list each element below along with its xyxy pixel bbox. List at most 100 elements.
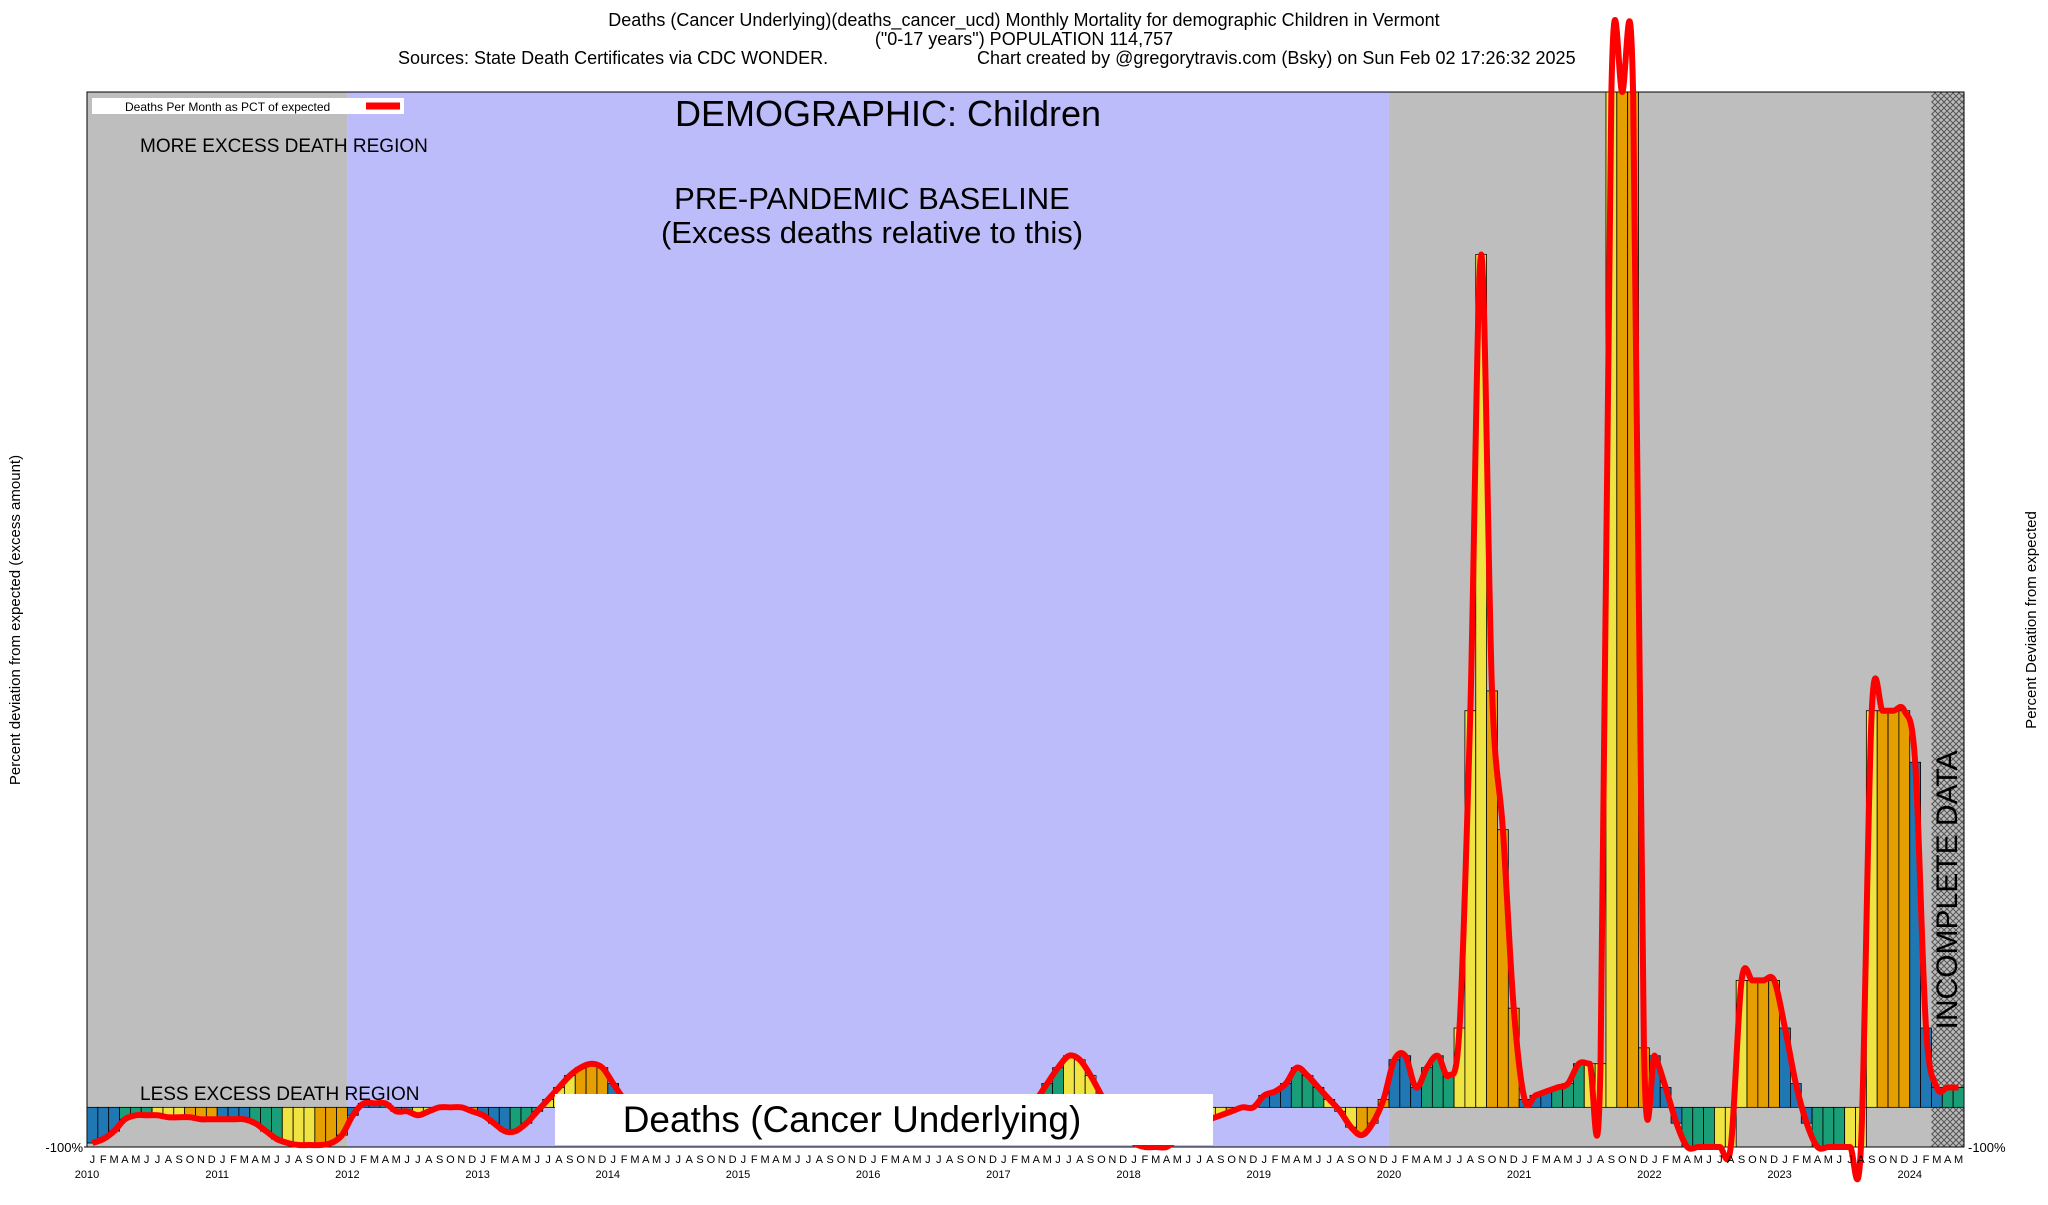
x-tick-label: D <box>989 1154 997 1166</box>
x-tick-label: A <box>1163 1154 1171 1166</box>
x-tick-label: M <box>1542 1154 1551 1166</box>
x-tick-label: A <box>1857 1154 1865 1166</box>
x-tick-label: J <box>1185 1154 1191 1166</box>
x-tick-label: O <box>707 1154 716 1166</box>
x-tick-label: J <box>1457 1154 1463 1166</box>
x-tick-label: J <box>1706 1154 1712 1166</box>
x-tick-label: J <box>925 1154 931 1166</box>
x-tick-label: D <box>859 1154 867 1166</box>
x-tick-label: M <box>392 1154 401 1166</box>
x-tick-label: M <box>891 1154 900 1166</box>
x-tick-label: J <box>1001 1154 1007 1166</box>
x-tick-label: M <box>1802 1154 1811 1166</box>
x-tick-label: S <box>1478 1154 1485 1166</box>
x-tick-label: O <box>1358 1154 1367 1166</box>
x-tick-label: J <box>610 1154 616 1166</box>
x-tick-label: S <box>1738 1154 1745 1166</box>
x-tick-label: M <box>522 1154 531 1166</box>
x-tick-label: M <box>1824 1154 1833 1166</box>
baseline-label: PRE-PANDEMIC BASELINE <box>674 181 1070 216</box>
x-tick-label: M <box>1173 1154 1182 1166</box>
x-tick-label: O <box>316 1154 325 1166</box>
x-tick-label: S <box>436 1154 443 1166</box>
x-tick-label: D <box>1119 1154 1127 1166</box>
x-tick-label: A <box>1206 1154 1214 1166</box>
x-tick-label: M <box>261 1154 270 1166</box>
year-label: 2019 <box>1247 1169 1271 1181</box>
x-tick-label: S <box>696 1154 703 1166</box>
bar <box>292 1106 305 1146</box>
metric-label: Deaths (Cancer Underlying) <box>623 1099 1082 1140</box>
x-tick-label: J <box>1055 1154 1061 1166</box>
year-label: 2012 <box>335 1169 359 1181</box>
x-tick-label: N <box>1499 1154 1507 1166</box>
x-tick-label: A <box>816 1154 824 1166</box>
x-tick-label: A <box>1336 1154 1344 1166</box>
x-tick-label: M <box>1281 1154 1290 1166</box>
x-tick-label: F <box>1011 1154 1018 1166</box>
x-tick-label: M <box>1151 1154 1160 1166</box>
x-tick-label: N <box>1759 1154 1767 1166</box>
baseline-note: (Excess deaths relative to this) <box>661 215 1083 250</box>
x-tick-label: M <box>912 1154 921 1166</box>
x-tick-label: J <box>90 1154 96 1166</box>
x-tick-label: S <box>1087 1154 1094 1166</box>
x-tick-label: F <box>1141 1154 1148 1166</box>
x-tick-label: A <box>555 1154 563 1166</box>
x-tick-label: S <box>827 1154 834 1166</box>
x-tick-label: M <box>1433 1154 1442 1166</box>
x-tick-label: M <box>131 1154 140 1166</box>
year-label: 2018 <box>1116 1169 1140 1181</box>
bar <box>1616 91 1629 1108</box>
x-tick-label: N <box>197 1154 205 1166</box>
bar <box>281 1106 294 1144</box>
x-tick-label: J <box>1522 1154 1528 1166</box>
year-label: 2020 <box>1377 1169 1401 1181</box>
x-tick-label: N <box>1890 1154 1898 1166</box>
x-tick-label: O <box>186 1154 195 1166</box>
x-tick-label: J <box>1912 1154 1918 1166</box>
year-label: 2015 <box>726 1169 750 1181</box>
x-tick-label: A <box>1727 1154 1735 1166</box>
x-tick-label: O <box>1488 1154 1497 1166</box>
x-tick-label: J <box>741 1154 747 1166</box>
x-tick-label: J <box>350 1154 356 1166</box>
plot-frame <box>86 91 1965 1148</box>
x-tick-label: S <box>957 1154 964 1166</box>
x-tick-label: D <box>1249 1154 1257 1166</box>
x-tick-label: J <box>665 1154 671 1166</box>
x-tick-label: A <box>946 1154 954 1166</box>
x-tick-label: J <box>795 1154 801 1166</box>
x-tick-label: F <box>1272 1154 1279 1166</box>
x-tick-label: J <box>1131 1154 1137 1166</box>
x-tick-label: J <box>1446 1154 1452 1166</box>
x-tick-label: J <box>155 1154 161 1166</box>
x-tick-label: D <box>1510 1154 1518 1166</box>
y-tick-label: -100% <box>45 1140 83 1155</box>
x-tick-label: J <box>1652 1154 1658 1166</box>
x-tick-label: J <box>806 1154 812 1166</box>
legend <box>92 98 404 114</box>
x-tick-label: J <box>1392 1154 1398 1166</box>
more-region-label: MORE EXCESS DEATH REGION <box>140 136 428 157</box>
x-tick-label: N <box>588 1154 596 1166</box>
x-tick-label: J <box>535 1154 541 1166</box>
x-tick-label: J <box>480 1154 486 1166</box>
x-tick-label: J <box>1066 1154 1072 1166</box>
x-tick-label: M <box>652 1154 661 1166</box>
bar <box>1442 1075 1455 1108</box>
x-tick-label: O <box>576 1154 585 1166</box>
x-tick-label: A <box>1293 1154 1301 1166</box>
x-tick-label: J <box>871 1154 877 1166</box>
x-tick-label: D <box>468 1154 476 1166</box>
x-tick-label: A <box>512 1154 520 1166</box>
x-tick-label: O <box>1748 1154 1757 1166</box>
bar <box>1876 710 1889 1108</box>
x-tick-label: M <box>1563 1154 1572 1166</box>
x-tick-label: A <box>165 1154 173 1166</box>
x-tick-label: M <box>1932 1154 1941 1166</box>
x-tick-label: J <box>1717 1154 1723 1166</box>
x-tick-label: O <box>967 1154 976 1166</box>
x-tick-label: J <box>285 1154 291 1166</box>
x-tick-label: A <box>902 1154 910 1166</box>
